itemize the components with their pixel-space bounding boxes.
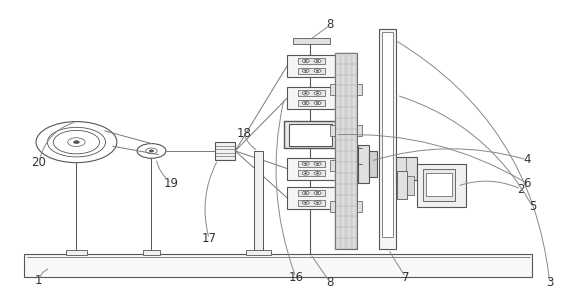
Circle shape [302,191,309,195]
Circle shape [316,60,319,62]
Bar [331,84,335,95]
Circle shape [74,141,79,144]
Bar [287,157,336,179]
Bar [382,32,393,237]
Bar [215,142,235,160]
Bar [331,160,335,171]
Text: 1: 1 [35,274,43,287]
Bar [287,87,336,109]
Bar [298,200,325,206]
Text: 5: 5 [529,200,536,213]
Circle shape [304,70,307,71]
Bar [407,176,414,195]
Circle shape [304,192,307,194]
Circle shape [316,192,319,194]
Bar [357,160,361,171]
Text: 6: 6 [523,177,531,190]
Bar [24,254,532,277]
Circle shape [302,172,309,175]
Circle shape [314,191,321,195]
Bar [66,250,87,255]
Circle shape [302,101,309,105]
Bar [357,125,361,136]
Text: 19: 19 [164,177,179,190]
Circle shape [304,202,307,203]
Text: 2: 2 [517,183,525,196]
Text: 8: 8 [327,18,334,31]
Circle shape [314,91,321,95]
Bar [298,58,325,64]
Text: 17: 17 [202,232,217,245]
Circle shape [314,69,321,73]
Text: 4: 4 [523,153,531,166]
Circle shape [304,60,307,62]
Circle shape [314,59,321,63]
Bar [335,53,357,249]
Circle shape [314,101,321,105]
Bar [245,250,271,255]
Text: 8: 8 [327,276,334,289]
Circle shape [302,201,309,205]
Bar [284,121,336,148]
Bar [289,124,332,146]
Bar [298,161,325,167]
Circle shape [316,102,319,104]
Circle shape [304,163,307,164]
Bar [298,68,325,74]
Circle shape [302,69,309,73]
Bar [396,157,417,180]
Bar [397,171,407,199]
Circle shape [316,202,319,203]
Bar [287,55,336,77]
Bar [379,29,396,249]
Circle shape [314,201,321,205]
Bar [293,38,331,44]
Circle shape [314,172,321,175]
Circle shape [302,91,309,95]
Circle shape [316,173,319,174]
Text: 3: 3 [546,276,553,289]
Text: 20: 20 [31,156,46,169]
Circle shape [304,93,307,94]
Circle shape [302,162,309,165]
Circle shape [316,93,319,94]
Bar [298,90,325,96]
Text: 16: 16 [288,271,303,284]
Text: 7: 7 [402,271,409,284]
Bar [357,201,361,212]
Bar [254,151,263,254]
Bar [298,170,325,176]
Bar [426,173,452,196]
Bar [357,84,361,95]
Text: 18: 18 [237,127,251,140]
Bar [298,190,325,196]
Bar [331,201,335,212]
Circle shape [314,162,321,165]
Bar [143,250,160,255]
Bar [368,151,376,177]
Circle shape [304,102,307,104]
Circle shape [316,163,319,164]
Bar [287,187,336,209]
Circle shape [304,173,307,174]
Bar [298,100,325,106]
Circle shape [316,70,319,71]
Circle shape [302,59,309,63]
Bar [358,145,368,183]
Circle shape [149,150,154,152]
Bar [423,168,455,201]
Bar [331,125,335,136]
Bar [417,164,466,207]
